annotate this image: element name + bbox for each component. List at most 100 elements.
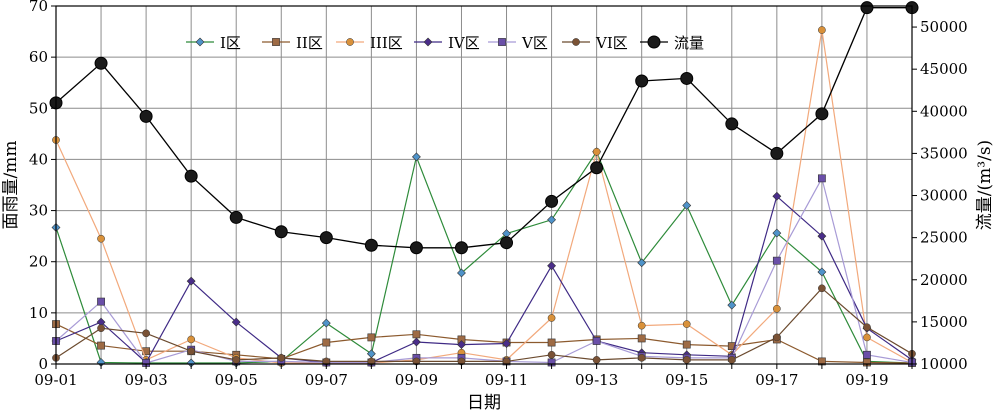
data-point (772, 228, 782, 238)
series-5 (52, 174, 916, 367)
data-point (637, 258, 647, 268)
data-point (590, 161, 604, 175)
data-point (772, 304, 781, 313)
data-point (815, 107, 829, 121)
data-point (502, 339, 511, 348)
data-point (772, 191, 782, 201)
y-left-tick-label: 50 (29, 99, 48, 117)
data-point (367, 333, 376, 342)
data-point (187, 347, 196, 356)
y-axis-left-title: 面雨量/mm (1, 141, 21, 230)
x-tick-label: 09-13 (575, 371, 618, 389)
legend-marker (572, 38, 580, 46)
data-point (547, 261, 557, 271)
data-point (682, 320, 691, 328)
series-7 (49, 1, 919, 255)
x-tick-label: 09-05 (215, 371, 258, 389)
data-point (97, 234, 105, 243)
y-right-tick-label: 50000 (920, 18, 968, 36)
data-point (97, 341, 105, 350)
data-point (547, 350, 556, 359)
x-tick-label: 09-09 (395, 371, 438, 389)
data-point (592, 337, 601, 345)
y-left-tick-label: 20 (29, 253, 48, 271)
data-point (547, 338, 556, 347)
y-right-tick-label: 20000 (920, 271, 968, 289)
data-point (186, 276, 196, 286)
series-line (55, 7, 912, 249)
data-point (637, 334, 646, 343)
legend-item: III区 (336, 34, 403, 52)
x-tick-label: 09-19 (845, 371, 888, 389)
y-left-tick-label: 10 (29, 304, 48, 322)
data-point (682, 201, 692, 210)
data-point (818, 284, 826, 293)
data-point (412, 330, 421, 339)
data-point (727, 356, 736, 364)
legend-label: III区 (370, 34, 403, 52)
data-point (863, 350, 871, 359)
y-right-tick-label: 10000 (920, 355, 968, 373)
data-point (725, 117, 739, 131)
data-point (547, 314, 556, 322)
data-point (772, 333, 781, 342)
data-point (817, 231, 827, 241)
data-point (727, 300, 737, 310)
y-left-tick-label: 30 (29, 202, 48, 220)
data-point (680, 71, 694, 85)
legend-item: IV区 (414, 34, 480, 52)
data-point (322, 338, 331, 347)
data-point (637, 354, 646, 362)
data-point (139, 109, 153, 123)
legend-item: 流量 (640, 34, 704, 52)
data-point (772, 256, 781, 265)
data-point (366, 349, 376, 359)
legend: I区 II区 III区 IV区 V区 VI区 流量 (186, 34, 704, 52)
legend-marker (346, 38, 354, 46)
data-point (682, 340, 691, 349)
y-right-tick-label: 45000 (920, 60, 968, 78)
series-3 (52, 26, 916, 367)
data-point (274, 225, 288, 239)
series-1 (51, 147, 917, 368)
data-point (817, 174, 826, 183)
plot-frame (55, 5, 913, 365)
data-point (229, 210, 243, 224)
data-point (592, 147, 601, 156)
data-point (727, 342, 736, 350)
y-right-tick-label: 40000 (920, 102, 968, 120)
y-right-tick-label: 25000 (920, 229, 968, 247)
y-right-tick-label: 30000 (920, 187, 968, 205)
y-left-tick-label: 60 (29, 48, 48, 66)
data-point (547, 215, 557, 225)
data-point (97, 324, 105, 333)
data-point (187, 335, 196, 344)
series-line (55, 150, 913, 364)
legend-marker (647, 35, 661, 49)
data-point (277, 354, 286, 362)
series-6 (52, 284, 916, 366)
data-point (97, 297, 105, 306)
legend-item: V区 (488, 34, 548, 52)
legend-label: V区 (521, 34, 548, 52)
y-right-tick-label: 15000 (920, 313, 968, 331)
y-left-tick-label: 40 (29, 150, 48, 168)
data-point (94, 56, 108, 70)
legend-item: VI区 (562, 34, 628, 52)
data-point (454, 241, 468, 255)
x-tick-label: 09-15 (665, 371, 708, 389)
data-point (682, 356, 691, 364)
data-point (319, 231, 333, 245)
legend-item: I区 (186, 34, 241, 52)
data-point (411, 152, 421, 162)
data-point (409, 241, 423, 255)
axes: 0 10 20 30 40 50 60 70 10000 15000 20000 25000 30000… (29, 0, 968, 389)
legend-marker (423, 37, 433, 47)
legend-marker (272, 38, 280, 46)
x-tick-label: 09-11 (485, 371, 528, 389)
legend-label: I区 (220, 34, 241, 52)
y-left-tick-label: 70 (29, 0, 48, 15)
data-point (860, 1, 874, 15)
data-point (635, 74, 649, 88)
